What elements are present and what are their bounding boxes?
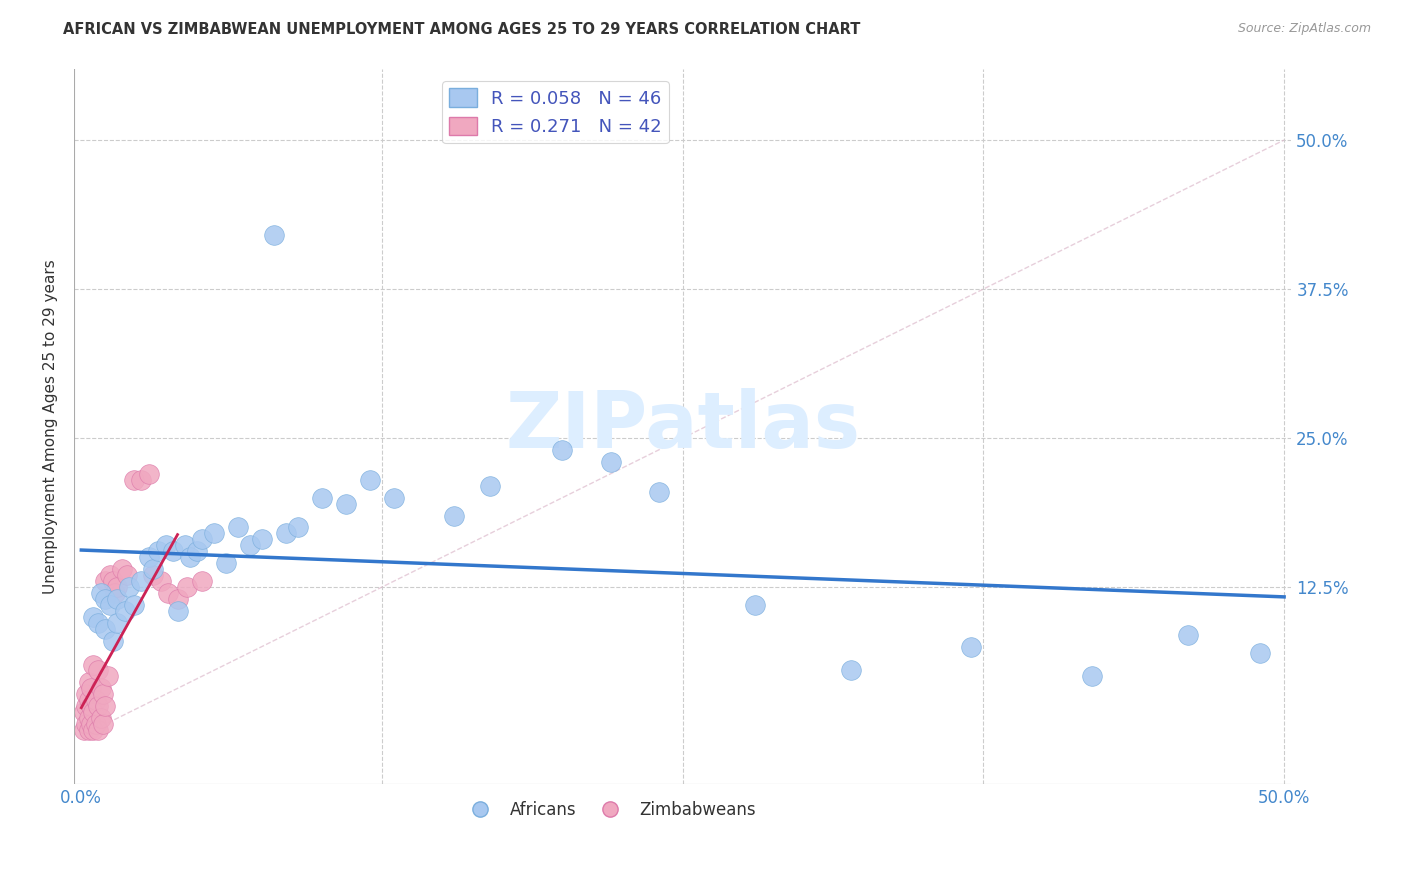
Point — [75, 717, 97, 731]
Point — [960, 640, 983, 654]
Point — [287, 520, 309, 534]
Point — [84, 717, 107, 731]
Point — [122, 473, 145, 487]
Point — [80, 717, 103, 731]
Point — [155, 538, 177, 552]
Point — [75, 699, 97, 714]
Point — [138, 550, 160, 565]
Point — [166, 604, 188, 618]
Point — [138, 467, 160, 481]
Point — [166, 591, 188, 606]
Point — [87, 723, 110, 737]
Point — [162, 544, 184, 558]
Point — [142, 562, 165, 576]
Point — [142, 568, 165, 582]
Point — [250, 533, 273, 547]
Y-axis label: Unemployment Among Ages 25 to 29 years: Unemployment Among Ages 25 to 29 years — [44, 259, 58, 593]
Point — [176, 580, 198, 594]
Text: Source: ZipAtlas.com: Source: ZipAtlas.com — [1237, 22, 1371, 36]
Point — [98, 598, 121, 612]
Point — [105, 580, 128, 594]
Point — [226, 520, 249, 534]
Point — [179, 550, 201, 565]
Point — [101, 633, 124, 648]
Point — [104, 586, 127, 600]
Point — [149, 574, 172, 588]
Point — [80, 681, 103, 696]
Point — [77, 675, 100, 690]
Point — [311, 491, 333, 505]
Point — [274, 526, 297, 541]
Point — [186, 544, 208, 558]
Point — [82, 610, 104, 624]
Text: ZIPatlas: ZIPatlas — [505, 388, 860, 464]
Point — [190, 574, 212, 588]
Point — [443, 508, 465, 523]
Point — [744, 598, 766, 612]
Point — [82, 723, 104, 737]
Point — [94, 699, 117, 714]
Point — [173, 538, 195, 552]
Point — [1249, 646, 1271, 660]
Point — [91, 717, 114, 731]
Point — [263, 228, 285, 243]
Point — [239, 538, 262, 552]
Point — [90, 711, 112, 725]
Point — [335, 497, 357, 511]
Point — [82, 657, 104, 672]
Point — [1177, 628, 1199, 642]
Point — [105, 591, 128, 606]
Point — [115, 568, 138, 582]
Point — [131, 473, 153, 487]
Point — [80, 699, 103, 714]
Point — [73, 723, 96, 737]
Point — [114, 604, 136, 618]
Point — [75, 687, 97, 701]
Point — [98, 568, 121, 582]
Point — [87, 664, 110, 678]
Point — [73, 705, 96, 719]
Text: AFRICAN VS ZIMBABWEAN UNEMPLOYMENT AMONG AGES 25 TO 29 YEARS CORRELATION CHART: AFRICAN VS ZIMBABWEAN UNEMPLOYMENT AMONG… — [63, 22, 860, 37]
Point — [87, 699, 110, 714]
Point — [101, 574, 124, 588]
Point — [94, 622, 117, 636]
Point — [382, 491, 405, 505]
Point — [1080, 669, 1102, 683]
Point — [839, 664, 862, 678]
Point — [551, 442, 574, 457]
Point — [82, 705, 104, 719]
Point — [148, 544, 170, 558]
Point — [647, 484, 669, 499]
Point — [599, 455, 621, 469]
Point — [202, 526, 225, 541]
Point — [122, 598, 145, 612]
Point — [131, 574, 153, 588]
Point — [359, 473, 381, 487]
Point — [94, 574, 117, 588]
Legend: Africans, Zimbabweans: Africans, Zimbabweans — [457, 794, 763, 825]
Point — [97, 669, 120, 683]
Point — [105, 615, 128, 630]
Point — [90, 586, 112, 600]
Point — [84, 693, 107, 707]
Point — [94, 591, 117, 606]
Point — [90, 681, 112, 696]
Point — [118, 580, 141, 594]
Point — [214, 556, 236, 570]
Point — [156, 586, 179, 600]
Point — [91, 687, 114, 701]
Point — [77, 693, 100, 707]
Point — [87, 615, 110, 630]
Point — [77, 723, 100, 737]
Point — [111, 562, 134, 576]
Point — [479, 479, 502, 493]
Point — [190, 533, 212, 547]
Point — [77, 711, 100, 725]
